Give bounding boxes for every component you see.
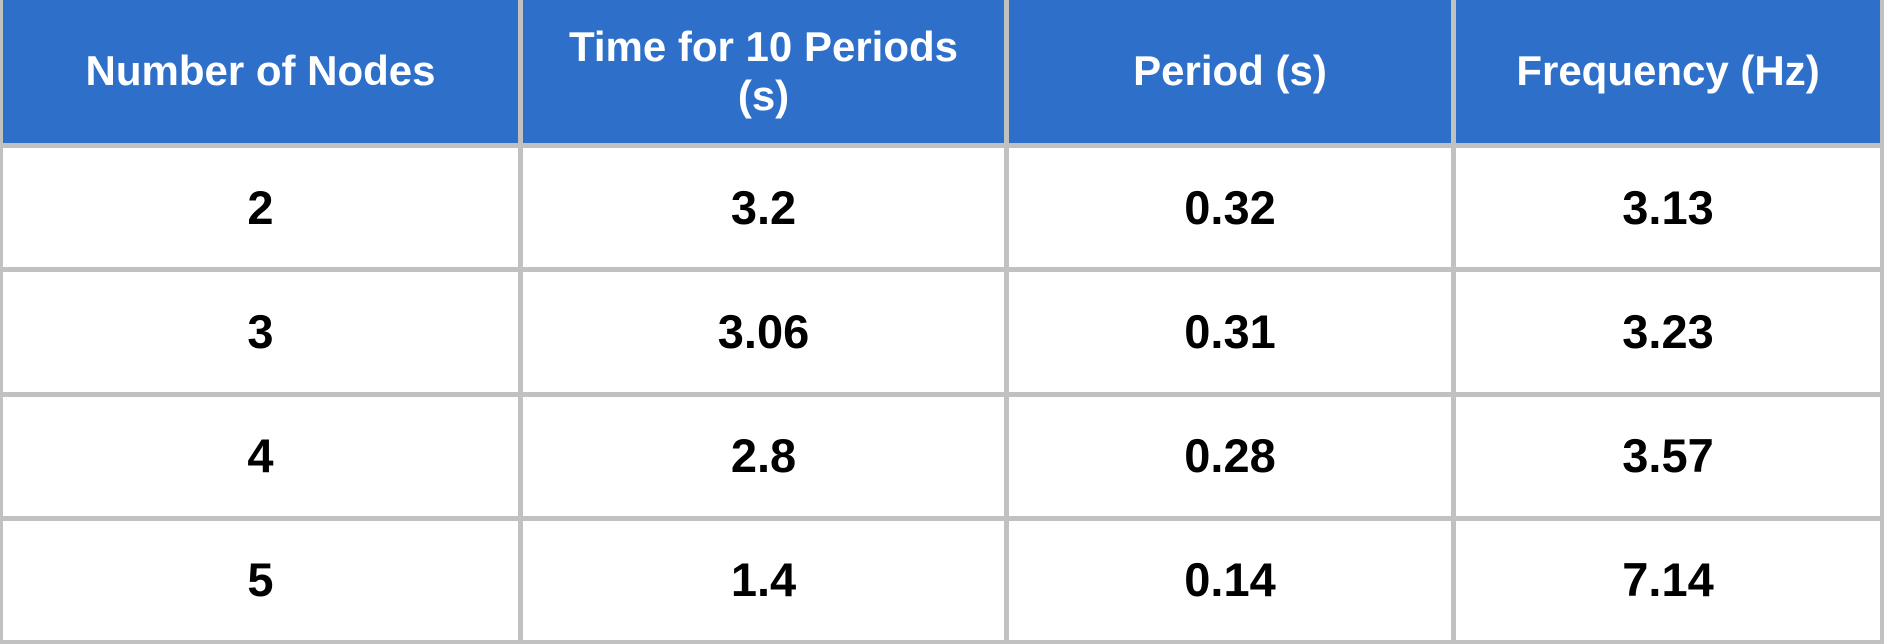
column-header-1[interactable]: Number of Nodes	[3, 0, 518, 143]
column-header-4[interactable]: Frequency (Hz)	[1456, 0, 1880, 143]
data-cell[interactable]: 0.31	[1009, 272, 1451, 392]
data-cell[interactable]: 2	[3, 148, 518, 268]
data-cell[interactable]: 3.57	[1456, 396, 1880, 516]
data-cell[interactable]: 2.8	[523, 396, 1004, 516]
column-header-2[interactable]: Time for 10 Periods (s)	[523, 0, 1004, 143]
data-cell[interactable]: 7.14	[1456, 520, 1880, 640]
data-cell[interactable]: 5	[3, 520, 518, 640]
data-cell[interactable]: 3.23	[1456, 272, 1880, 392]
data-cell[interactable]: 0.14	[1009, 520, 1451, 640]
data-cell[interactable]: 3	[3, 272, 518, 392]
data-cell[interactable]: 3.2	[523, 148, 1004, 268]
data-cell[interactable]: 3.06	[523, 272, 1004, 392]
data-cell[interactable]: 0.28	[1009, 396, 1451, 516]
data-cell[interactable]: 0.32	[1009, 148, 1451, 268]
column-header-3[interactable]: Period (s)	[1009, 0, 1451, 143]
data-cell[interactable]: 4	[3, 396, 518, 516]
data-cell[interactable]: 1.4	[523, 520, 1004, 640]
data-cell[interactable]: 3.13	[1456, 148, 1880, 268]
